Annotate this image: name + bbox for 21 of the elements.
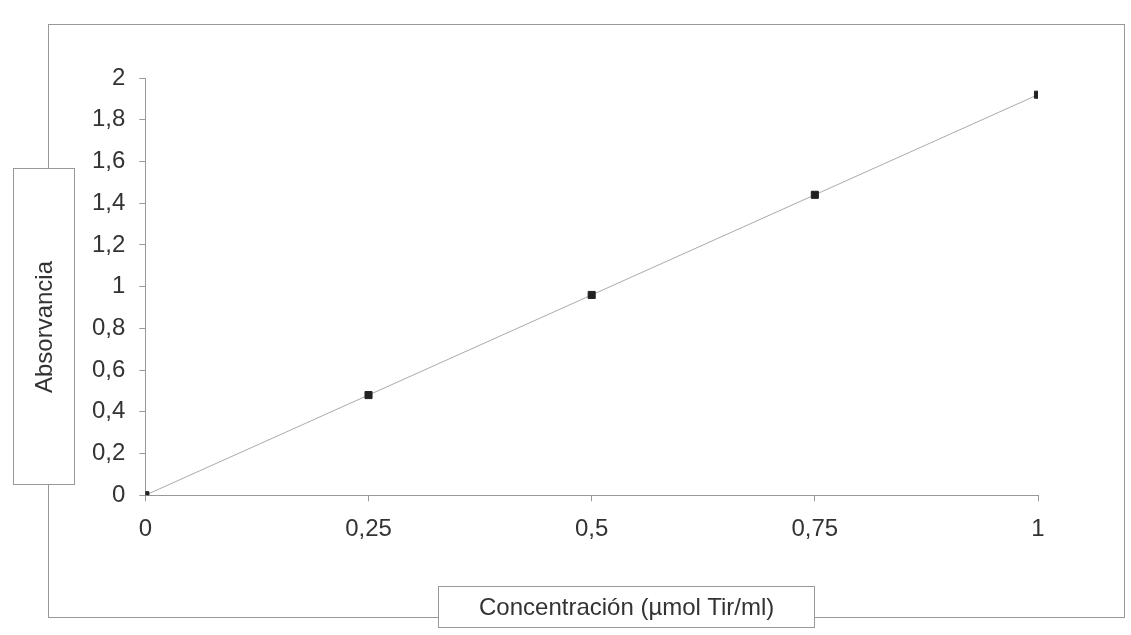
x-tick-label: 0 [138,514,153,542]
y-axis-title: Absorvancia [30,260,58,393]
y-tick-label: 1,8 [91,104,126,132]
x-tick-label: 0,5 [574,514,609,542]
y-tick-label: 0 [112,479,126,507]
x-axis-title: Concentración (µmol Tir/ml) [438,586,816,628]
x-tick-label: 0,25 [345,514,392,542]
point [364,391,373,400]
point [810,190,819,199]
y-tick-label: 0,2 [91,438,126,466]
y-tick-label: 1,4 [91,187,126,215]
y-tick-label: 1,6 [91,146,126,174]
x-tick-label: 1 [1031,514,1045,542]
x-tick-label: 0,75 [791,514,839,542]
y-tick-label: 0,6 [91,354,126,382]
y-tick-label: 0,8 [91,312,126,340]
point [587,290,596,299]
y-tick-label: 1 [112,271,126,299]
y-tick-label: 1,2 [91,229,126,257]
y-tick-label: 0,4 [91,396,126,424]
y-tick-label: 2 [112,62,126,90]
